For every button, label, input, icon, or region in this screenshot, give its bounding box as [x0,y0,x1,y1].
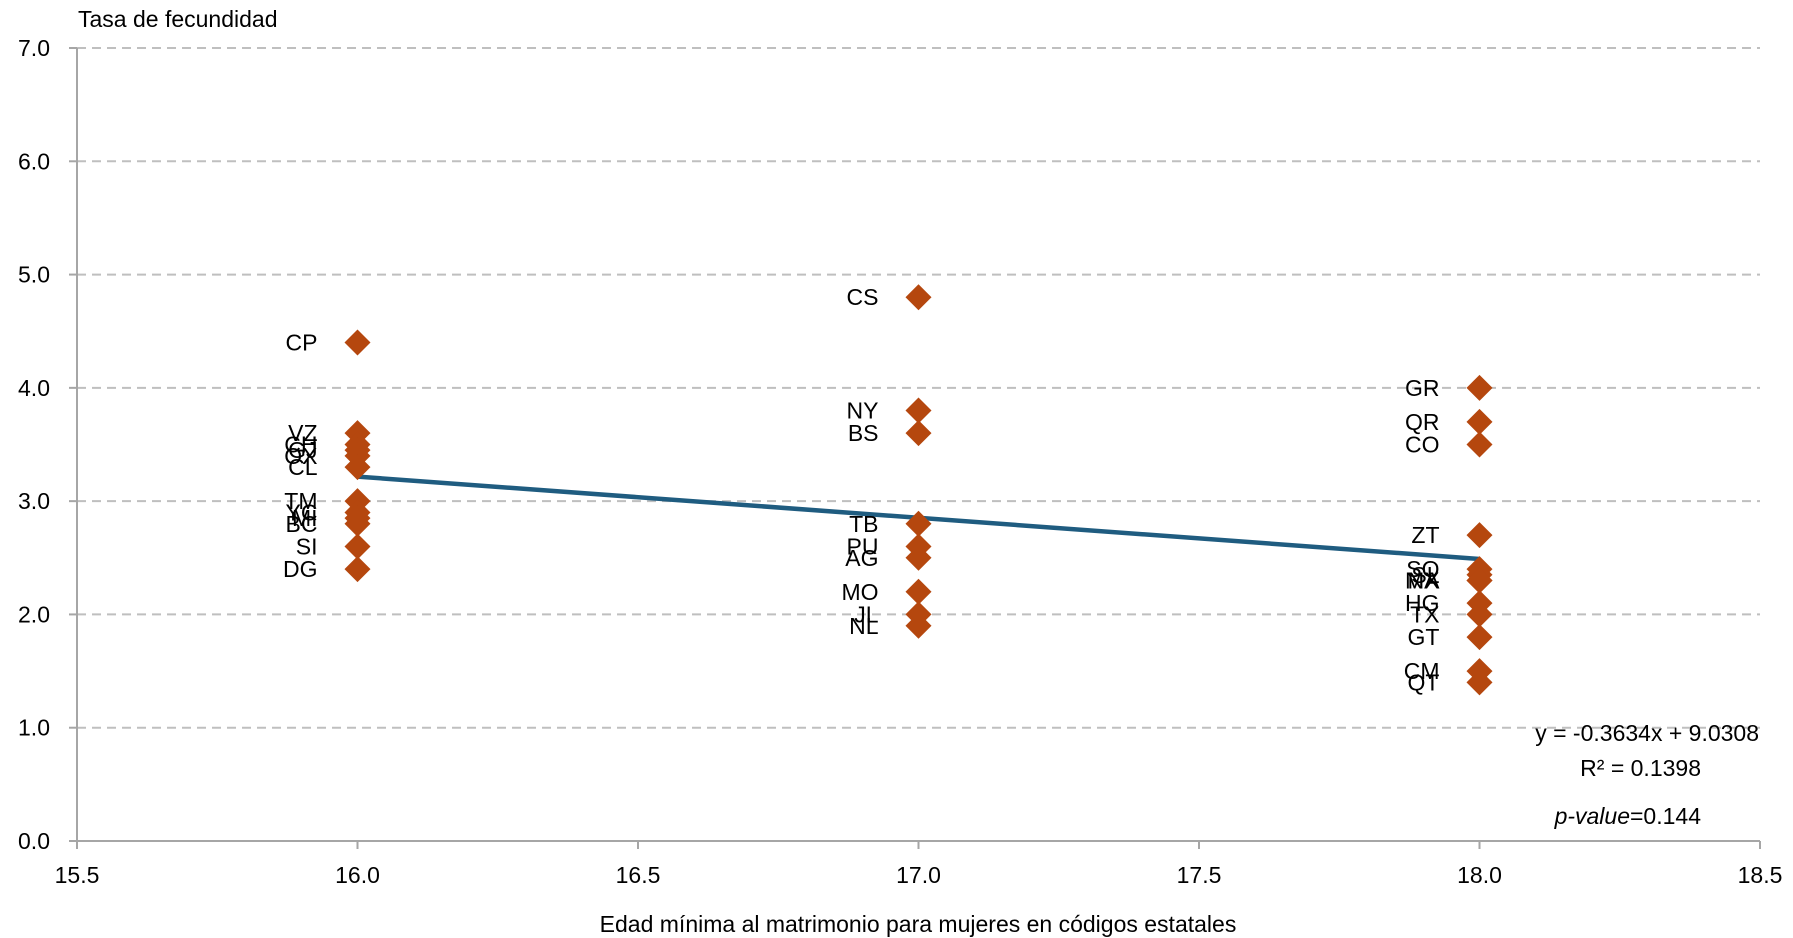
point-label-sl: SL [1411,562,1439,588]
points-layer [344,284,1493,696]
data-point-dg [344,556,371,583]
y-tick-label: 0.0 [18,828,50,854]
x-tick-label: 17.5 [1177,862,1222,888]
data-point-cl [344,454,371,481]
point-label-nl: NL [849,613,879,639]
point-label-na: NA [1408,567,1441,593]
data-point-ny [905,397,932,424]
point-label-cs: CS [847,284,879,310]
x-tick-label: 15.5 [55,862,100,888]
point-label-ag: AG [845,545,878,571]
y-tick-label: 6.0 [18,148,50,174]
data-point-gr [1466,374,1493,401]
axis-layer: 0.0 1.0 2.0 3.0 4.0 5.0 6.0 7.0 15.5 16.0 16.5 17.0… [18,35,1782,888]
point-label-mi: MI [292,505,318,531]
point-label-cp: CP [286,330,318,356]
data-point-ag [905,544,932,571]
data-point-co [1466,431,1493,458]
p-value-number: =0.144 [1630,803,1701,829]
r-squared-label: R² = 0.1398 [1580,755,1701,781]
point-label-yc: YC [286,499,318,525]
data-point-na [1466,567,1493,594]
point-label-pu: PU [847,533,879,559]
point-label-co: CO [1405,432,1440,458]
point-label-dg: DG [283,556,318,582]
point-label-gj: GJ [288,437,317,463]
point-label-vz: VZ [288,420,317,446]
point-label-qr: QR [1405,409,1440,435]
point-label-gt: GT [1408,624,1440,650]
point-label-gr: GR [1405,375,1440,401]
y-tick-label: 1.0 [18,715,50,741]
point-label-bs: BS [848,420,879,446]
point-label-zt: ZT [1411,522,1439,548]
data-point-qt [1466,669,1493,696]
data-point-mo [905,578,932,605]
x-tick-label: 17.0 [896,862,941,888]
data-point-cp [344,329,371,356]
point-label-so: SO [1406,556,1439,582]
point-label-cm: CM [1404,658,1440,684]
x-tick-label: 18.0 [1457,862,1502,888]
data-point-nl [905,612,932,639]
p-value-label: p-value=0.144 [1554,803,1702,829]
data-point-bc [344,510,371,537]
point-label-tm: TM [284,488,317,514]
point-label-tx: TX [1410,601,1439,627]
data-point-bs [905,420,932,447]
point-label-ch: CH [284,432,317,458]
data-point-tb [905,510,932,537]
point-label-jl: JL [854,601,879,627]
point-label-ny: NY [847,398,879,424]
data-point-tx [1466,601,1493,628]
point-label-hg: HG [1405,590,1440,616]
point-label-mx: MX [1405,567,1440,593]
x-tick-label: 16.0 [335,862,380,888]
y-tick-label: 2.0 [18,601,50,627]
p-value-key: p-value [1554,803,1630,829]
point-label-tb: TB [849,511,878,537]
x-axis-title: Edad mínima al matrimonio para mujeres e… [600,911,1237,937]
data-point-cs [905,284,932,311]
point-label-qt: QT [1408,669,1440,695]
y-tick-label: 4.0 [18,375,50,401]
point-label-cl: CL [288,454,318,480]
x-tick-label: 16.5 [616,862,661,888]
point-label-bc: BC [286,511,318,537]
point-label-mo: MO [841,579,878,605]
y-tick-label: 7.0 [18,35,50,61]
data-point-qr [1466,408,1493,435]
data-point-zt [1466,522,1493,549]
data-point-si [344,533,371,560]
data-point-gt [1466,624,1493,651]
y-tick-label: 5.0 [18,262,50,288]
point-label-ox: OX [284,443,317,469]
x-tick-label: 18.5 [1738,862,1783,888]
trendline-equation: y = -0.3634x + 9.0308 [1535,720,1759,746]
y-axis-title: Tasa de fecundidad [78,6,278,32]
point-label-si: SI [296,533,318,559]
y-tick-label: 3.0 [18,488,50,514]
